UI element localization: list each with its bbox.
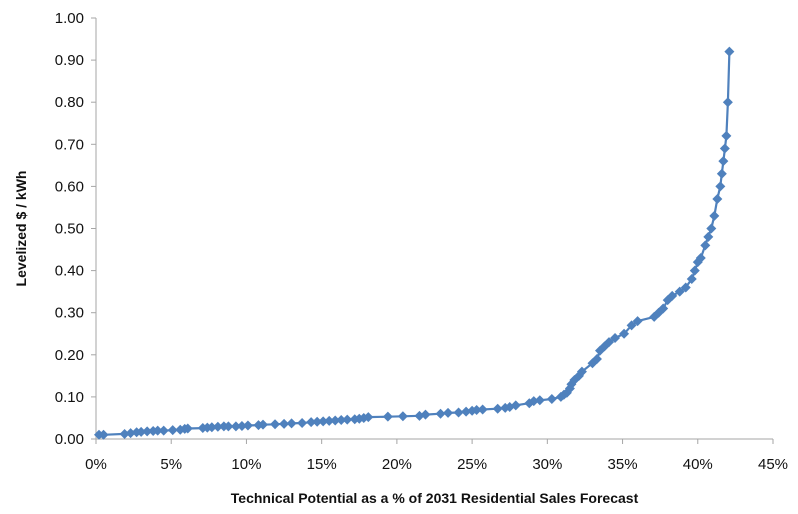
x-tick-label: 35% [608,456,638,473]
x-tick-label: 40% [683,456,713,473]
data-point [689,265,700,276]
data-point [182,423,193,434]
x-tick-label: 20% [382,456,412,473]
y-tick-label: 1.00 [55,10,84,27]
data-point [257,419,268,430]
data-point [510,400,521,411]
data-point [712,194,723,205]
data-point [722,97,733,108]
y-tick-label: 0.10 [55,389,84,406]
data-point [610,332,621,343]
data-point [212,421,223,432]
data-point [158,425,169,436]
data-point [324,415,335,426]
data-point [330,415,341,426]
data-point [709,210,720,221]
data-point [420,409,431,420]
data-point [715,181,726,192]
data-point [604,337,615,348]
data-point [477,404,488,415]
data-point [471,404,482,415]
y-tick-label: 0.50 [55,221,84,238]
data-point [286,418,297,429]
data-point [297,418,308,429]
tick-labels: 0.00 0.10 0.20 0.30 0.40 0.50 0.60 0.70 0.80 0.90… [55,10,788,473]
y-tick-label: 0.90 [55,52,84,69]
data-point [363,412,374,423]
x-tick-label: 45% [758,456,788,473]
x-tick-label: 25% [457,456,487,473]
data-point [700,240,711,251]
data-point [695,252,706,263]
x-tick-label: 0% [85,456,107,473]
x-axis-title: Technical Potential as a % of 2031 Resid… [231,490,639,506]
x-tick-label: 10% [231,456,261,473]
data-point [576,366,587,377]
x-tick-label: 30% [532,456,562,473]
data-point [528,396,539,407]
data-point [667,290,678,301]
data-point [397,411,408,422]
x-tick-label: 5% [160,456,182,473]
data-point [318,416,329,427]
x-tick-label: 15% [307,456,337,473]
data-point [230,421,241,432]
axes [91,17,774,444]
y-tick-label: 0.70 [55,136,84,153]
data-point [119,428,130,439]
data-point [223,421,234,432]
data-point [382,411,393,422]
data-point [724,46,735,57]
data-point [719,143,730,154]
data-point [279,418,290,429]
data-point [443,407,454,418]
data-point [461,406,472,417]
data-point [152,425,163,436]
data-point [680,282,691,293]
series-line [99,51,731,436]
data-point [658,303,669,314]
data-point [591,354,602,365]
y-tick-label: 0.40 [55,263,84,280]
y-tick-label: 0.60 [55,178,84,195]
y-tick-label: 0.20 [55,347,84,364]
data-point [206,422,217,433]
data-point [270,419,281,430]
y-axis-title: Levelized $ / kWh [13,171,29,287]
data-point [534,395,545,406]
data-point [453,407,464,418]
data-point [546,394,557,405]
series-layer [94,46,735,440]
data-point [716,168,727,179]
data-point [342,414,353,425]
data-point [619,328,630,339]
data-point [136,426,147,437]
data-point [674,286,685,297]
data-point [718,156,729,167]
y-tick-label: 0.80 [55,94,84,111]
data-point [492,403,503,414]
data-point [435,408,446,419]
data-point [167,425,178,436]
data-point [336,415,347,426]
data-point [721,130,732,141]
data-point [706,223,717,234]
data-point [142,426,153,437]
y-tick-label: 0.30 [55,305,84,322]
data-point [306,417,317,428]
data-point [632,316,643,327]
data-point [703,231,714,242]
y-tick-label: 0.00 [55,431,84,448]
data-point [236,420,247,431]
data-point [125,428,136,439]
data-point [686,274,697,285]
data-point [626,320,637,331]
data-point [98,429,109,440]
data-point [242,420,253,431]
data-point [312,416,323,427]
